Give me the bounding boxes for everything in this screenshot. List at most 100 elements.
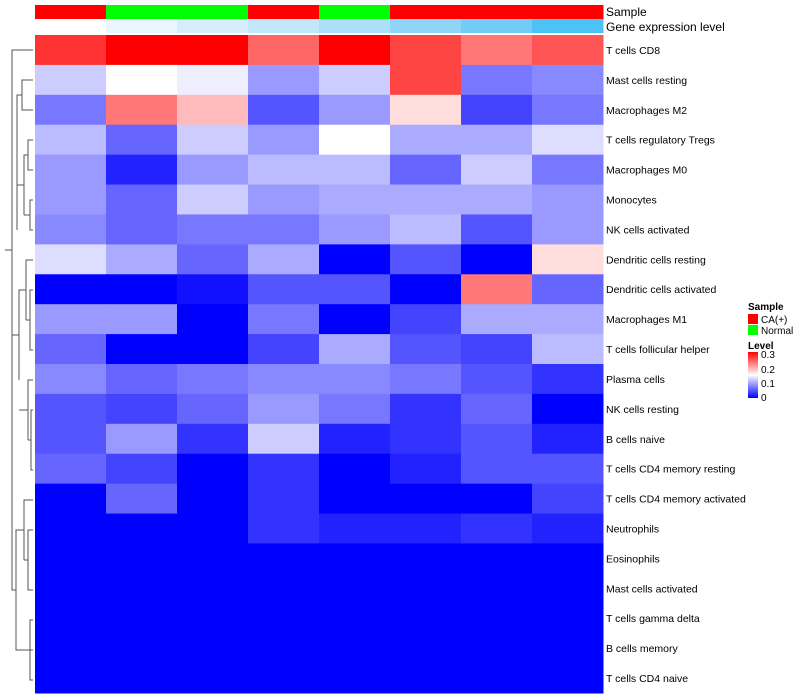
heatmap-cell [532, 633, 604, 664]
heatmap-cell [177, 244, 249, 275]
heatmap-cell [319, 453, 391, 485]
heatmap-cell [35, 483, 107, 515]
heatmap-cell [532, 184, 604, 215]
heatmap-cell [106, 393, 178, 425]
heatmap-cell [390, 453, 462, 485]
heatmap-cell [177, 214, 249, 245]
heatmap-cell [35, 64, 107, 96]
heatmap-cell [319, 663, 391, 694]
heatmap-cell [390, 513, 462, 544]
sample-annotation-cell [35, 5, 107, 19]
heatmap-cell [248, 214, 320, 245]
heatmap-cell [319, 94, 391, 126]
heatmap-cell [248, 483, 320, 515]
heatmap-cell [106, 633, 178, 664]
row-label: Macrophages M2 [606, 105, 687, 117]
heatmap-cell [248, 603, 320, 634]
heatmap-cell [461, 633, 533, 664]
heatmap-cell [532, 453, 604, 485]
heatmap-cell [461, 573, 533, 604]
heatmap-cell [461, 124, 533, 156]
heatmap-cell [532, 154, 604, 186]
sample-annotation-label: Sample [606, 5, 647, 19]
heatmap-cell [461, 364, 533, 395]
heatmap-cell [106, 184, 178, 215]
heatmap-cell [461, 304, 533, 335]
heatmap-cell [532, 393, 604, 425]
heatmap-cell [532, 274, 604, 305]
row-label: T cells gamma delta [606, 613, 700, 625]
heatmap-cell [461, 154, 533, 186]
legend-tick: 0 [761, 393, 767, 404]
sample-annotation-cell [390, 5, 462, 19]
heatmap-cell [177, 304, 249, 335]
heatmap-cell [532, 64, 604, 96]
legend-colorbar [748, 352, 758, 398]
heatmap-cell [461, 244, 533, 275]
heatmap-cell [319, 603, 391, 634]
heatmap-cell [177, 154, 249, 186]
heatmap-cell [319, 633, 391, 664]
heatmap-cell [248, 573, 320, 604]
sample-annotation-cell [248, 5, 320, 19]
heatmap-cell [248, 304, 320, 335]
heatmap-cell [319, 274, 391, 305]
heatmap-cell [390, 184, 462, 215]
heatmap-cell [461, 603, 533, 634]
heatmap-cell [390, 483, 462, 515]
heatmap-cell [177, 633, 249, 664]
legend-label-normal: Normal [761, 326, 793, 337]
gene-expression-annotation-cell [390, 19, 462, 33]
heatmap-cell [106, 274, 178, 305]
heatmap-cell [106, 423, 178, 455]
row-label: Mast cells resting [606, 75, 687, 87]
heatmap-cell [390, 423, 462, 455]
heatmap-cell [248, 633, 320, 664]
row-label: B cells memory [606, 643, 679, 655]
heatmap-cell [177, 64, 249, 96]
heatmap-cell [319, 154, 391, 186]
row-label: T cells regulatory Tregs [606, 135, 715, 147]
row-label: B cells naive [606, 434, 665, 446]
heatmap-cell [177, 274, 249, 305]
heatmap-cell [35, 573, 107, 604]
heatmap-cell [248, 94, 320, 126]
legend-level-title: Level [748, 341, 774, 352]
heatmap-cell [319, 543, 391, 574]
gene-expression-annotation-cell [106, 19, 178, 33]
heatmap-cell [35, 543, 107, 574]
gene-expression-annotation-cell [248, 19, 320, 33]
heatmap-cell [106, 364, 178, 395]
heatmap-cell [532, 603, 604, 634]
heatmap-cell [532, 304, 604, 335]
row-label: T cells CD8 [606, 45, 660, 57]
heatmap-cell [461, 483, 533, 515]
heatmap-cell [177, 184, 249, 215]
heatmap-cell [248, 244, 320, 275]
gene-annotation-label: Gene expression level [606, 20, 725, 34]
heatmap-cell [177, 573, 249, 604]
heatmap-cell [461, 393, 533, 425]
heatmap-cell [390, 334, 462, 365]
heatmap-cell [319, 214, 391, 245]
row-label: NK cells resting [606, 404, 679, 416]
heatmap-cell [461, 214, 533, 245]
heatmap-cell [319, 573, 391, 604]
row-dendrogram [5, 49, 33, 681]
heatmap-cell [248, 663, 320, 694]
legend: Sample CA(+) Normal Level 0.3 0.2 0.1 0 [748, 302, 793, 404]
heatmap-cell [35, 453, 107, 485]
legend-tick: 0.1 [761, 379, 775, 390]
heatmap-cell [461, 513, 533, 544]
heatmap-cell [248, 393, 320, 425]
heatmap-cell [532, 35, 604, 66]
row-label: Monocytes [606, 195, 657, 207]
heatmap-cell [248, 124, 320, 156]
heatmap-cell [248, 423, 320, 455]
heatmap-cell [390, 304, 462, 335]
legend-sample-title: Sample [748, 302, 784, 313]
heatmap-cell [532, 214, 604, 245]
row-label: T cells follicular helper [606, 344, 710, 356]
heatmap-cell [35, 274, 107, 305]
